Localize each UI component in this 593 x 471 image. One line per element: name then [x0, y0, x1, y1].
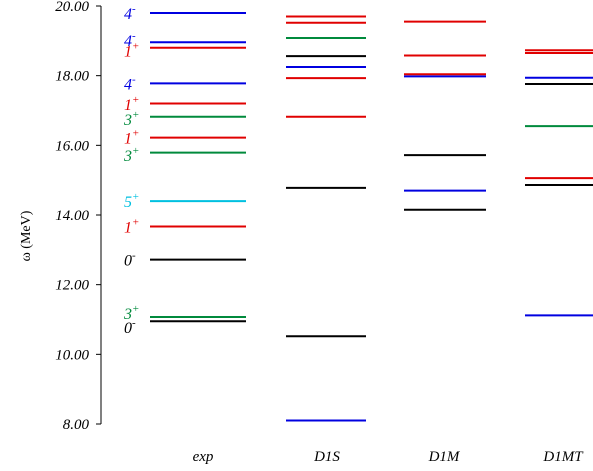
y-tick-label: 18.00 [55, 69, 89, 85]
y-axis: 8.00 10.00 12.00 14.00 16.00 18.00 20.00 [55, 0, 102, 433]
spin-parity-label: 1+ [124, 128, 139, 148]
spin-parity-label: 1+ [124, 41, 139, 61]
level-labels: 0-3+0-1+5+3+1+3+1+4-1+4-4- [123, 3, 139, 337]
spin-parity-label: 4- [124, 3, 136, 23]
spin-parity-label: 3+ [123, 145, 139, 165]
spin-parity-label: 4- [124, 73, 136, 93]
y-tick-label: 10.00 [55, 347, 89, 363]
y-axis-title: ω (MeV) [19, 210, 34, 261]
spin-parity-label: 5+ [124, 191, 139, 211]
category-label-d1s: D1S [313, 449, 340, 465]
y-tick-label: 14.00 [55, 208, 89, 224]
category-label-d1mt: D1MT [542, 449, 584, 465]
y-tick-label: 8.00 [63, 417, 90, 433]
level-lines [150, 11, 593, 422]
y-tick-label: 12.00 [55, 278, 89, 294]
spin-parity-label: 1+ [124, 94, 139, 114]
spin-parity-label: 3+ [123, 303, 139, 323]
spin-parity-label: 1+ [124, 216, 139, 236]
y-tick-label: 16.00 [55, 138, 89, 154]
spin-parity-label: 0- [124, 317, 136, 337]
spin-parity-label: 0- [124, 250, 136, 270]
category-labels: exp D1S D1M D1MT [193, 449, 585, 465]
category-label-exp: exp [193, 449, 214, 465]
spin-parity-label: 4- [124, 30, 136, 50]
spin-parity-label: 3+ [123, 109, 139, 129]
y-tick-label: 20.00 [55, 0, 89, 15]
category-label-d1m: D1M [428, 449, 461, 465]
